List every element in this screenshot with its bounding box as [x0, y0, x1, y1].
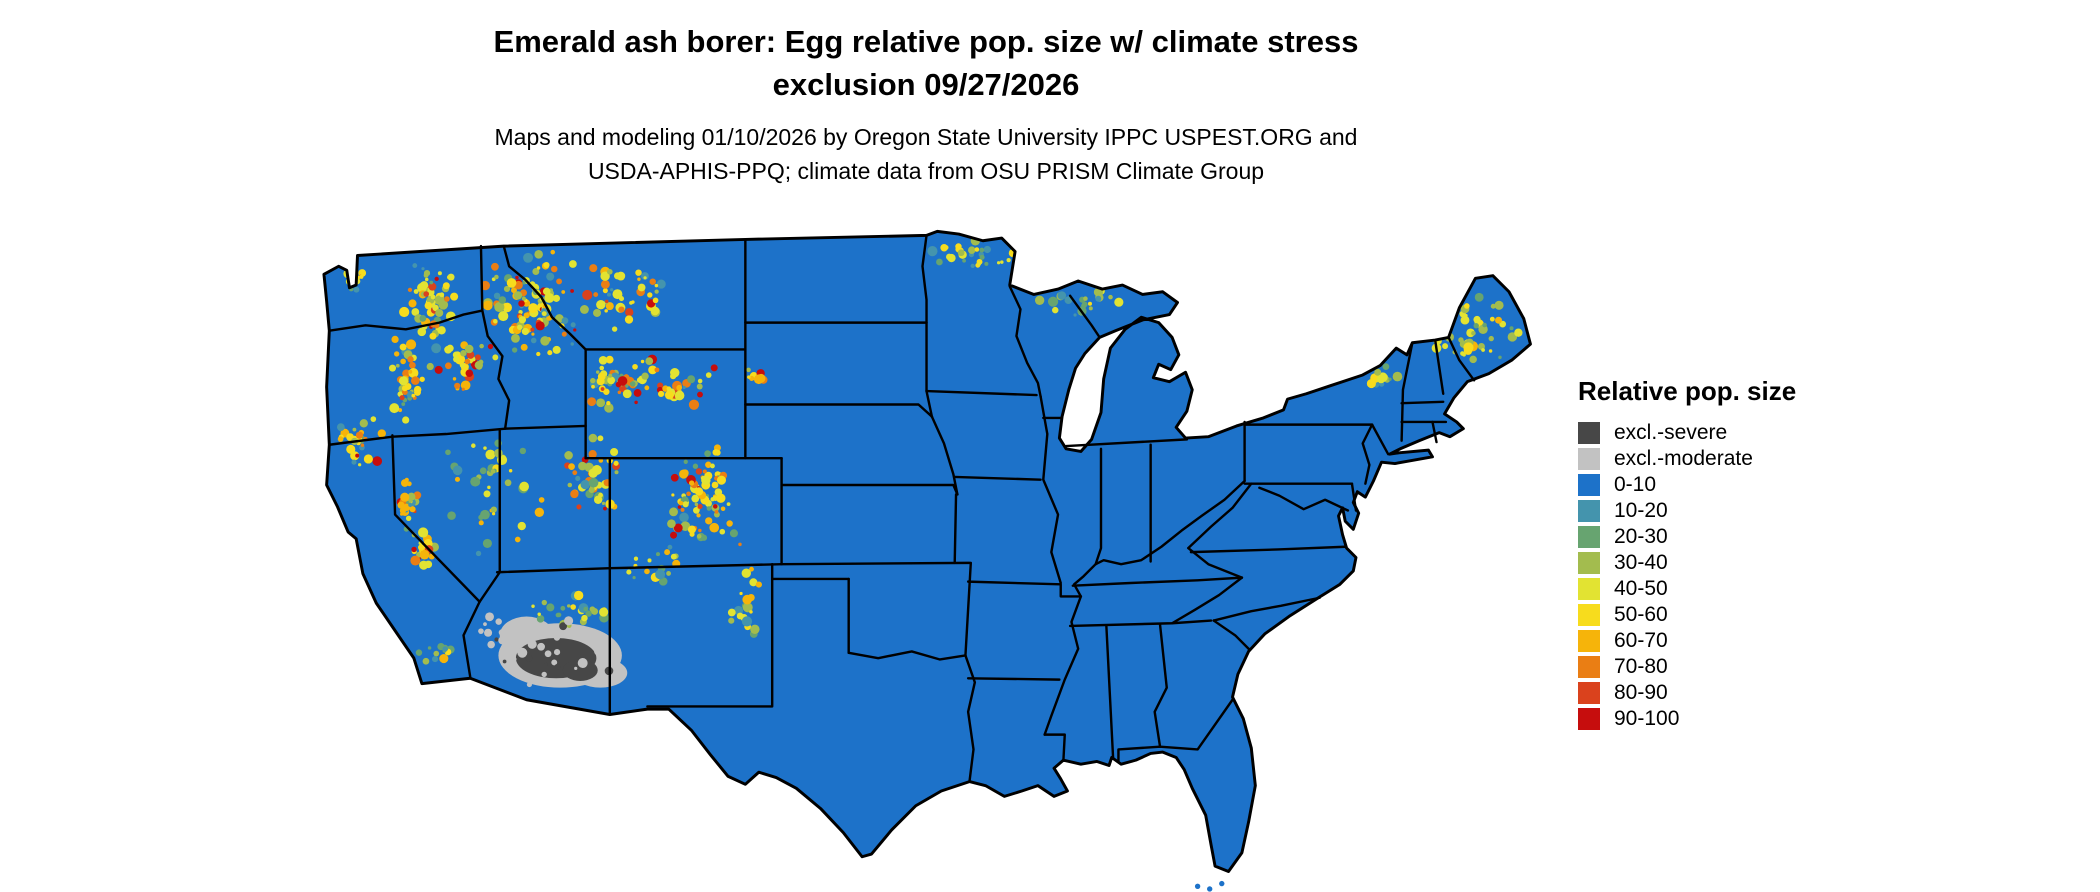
- legend-item-label: 40-50: [1614, 577, 1668, 600]
- us-map: [310, 226, 1535, 892]
- subtitle-line1: Maps and modeling 01/10/2026 by Oregon S…: [494, 124, 1358, 150]
- legend-item-label: 60-70: [1614, 629, 1668, 652]
- legend-item-label: excl.-severe: [1614, 421, 1728, 444]
- exclusion-severe-blob: [562, 659, 598, 681]
- legend-swatch: [1578, 526, 1600, 548]
- legend-item-label: 80-90: [1614, 681, 1668, 704]
- legend-item: 40-50: [1578, 576, 1796, 602]
- legend-swatch: [1578, 500, 1600, 522]
- legend-item-label: excl.-moderate: [1614, 447, 1753, 470]
- legend-item: 10-20: [1578, 498, 1796, 524]
- legend-item: excl.-moderate: [1578, 446, 1796, 472]
- legend-swatch: [1578, 448, 1600, 470]
- legend-item-label: 20-30: [1614, 525, 1668, 548]
- legend-item: 80-90: [1578, 680, 1796, 706]
- legend-swatch: [1578, 630, 1600, 652]
- florida-keys: [1194, 880, 1225, 892]
- legend-swatch: [1578, 656, 1600, 678]
- legend: Relative pop. size excl.-severe excl.-mo…: [1578, 376, 1796, 732]
- legend-item-label: 70-80: [1614, 655, 1668, 678]
- title-line2: exclusion 09/27/2026: [772, 67, 1080, 102]
- legend-swatch: [1578, 578, 1600, 600]
- page-title: Emerald ash borer: Egg relative pop. siz…: [0, 20, 1852, 106]
- legend-item-label: 30-40: [1614, 551, 1668, 574]
- legend-item: 60-70: [1578, 628, 1796, 654]
- legend-swatch: [1578, 682, 1600, 704]
- legend-title: Relative pop. size: [1578, 376, 1797, 406]
- legend-item-label: 10-20: [1614, 499, 1668, 522]
- legend-swatch: [1578, 708, 1600, 730]
- legend-swatch: [1578, 422, 1600, 444]
- legend-item: 0-10: [1578, 472, 1796, 498]
- legend-item: 50-60: [1578, 602, 1796, 628]
- legend-swatch: [1578, 474, 1600, 496]
- us-map-svg: [322, 229, 1532, 892]
- legend-item-label: 0-10: [1614, 473, 1657, 496]
- state-borders: [328, 234, 1476, 783]
- subtitle-line2: USDA-APHIS-PPQ; climate data from OSU PR…: [587, 158, 1265, 184]
- page-subtitle: Maps and modeling 01/10/2026 by Oregon S…: [0, 120, 1852, 188]
- legend-item-label: 90-100: [1614, 707, 1680, 730]
- legend-item: 30-40: [1578, 550, 1796, 576]
- legend-item: 90-100: [1578, 706, 1796, 732]
- legend-swatch: [1578, 552, 1600, 574]
- legend-item-label: 50-60: [1614, 603, 1668, 626]
- legend-item: 20-30: [1578, 524, 1796, 550]
- title-line1: Emerald ash borer: Egg relative pop. siz…: [493, 24, 1359, 59]
- legend-item: 70-80: [1578, 654, 1796, 680]
- legend-item: excl.-severe: [1578, 420, 1796, 446]
- legend-swatch: [1578, 604, 1600, 626]
